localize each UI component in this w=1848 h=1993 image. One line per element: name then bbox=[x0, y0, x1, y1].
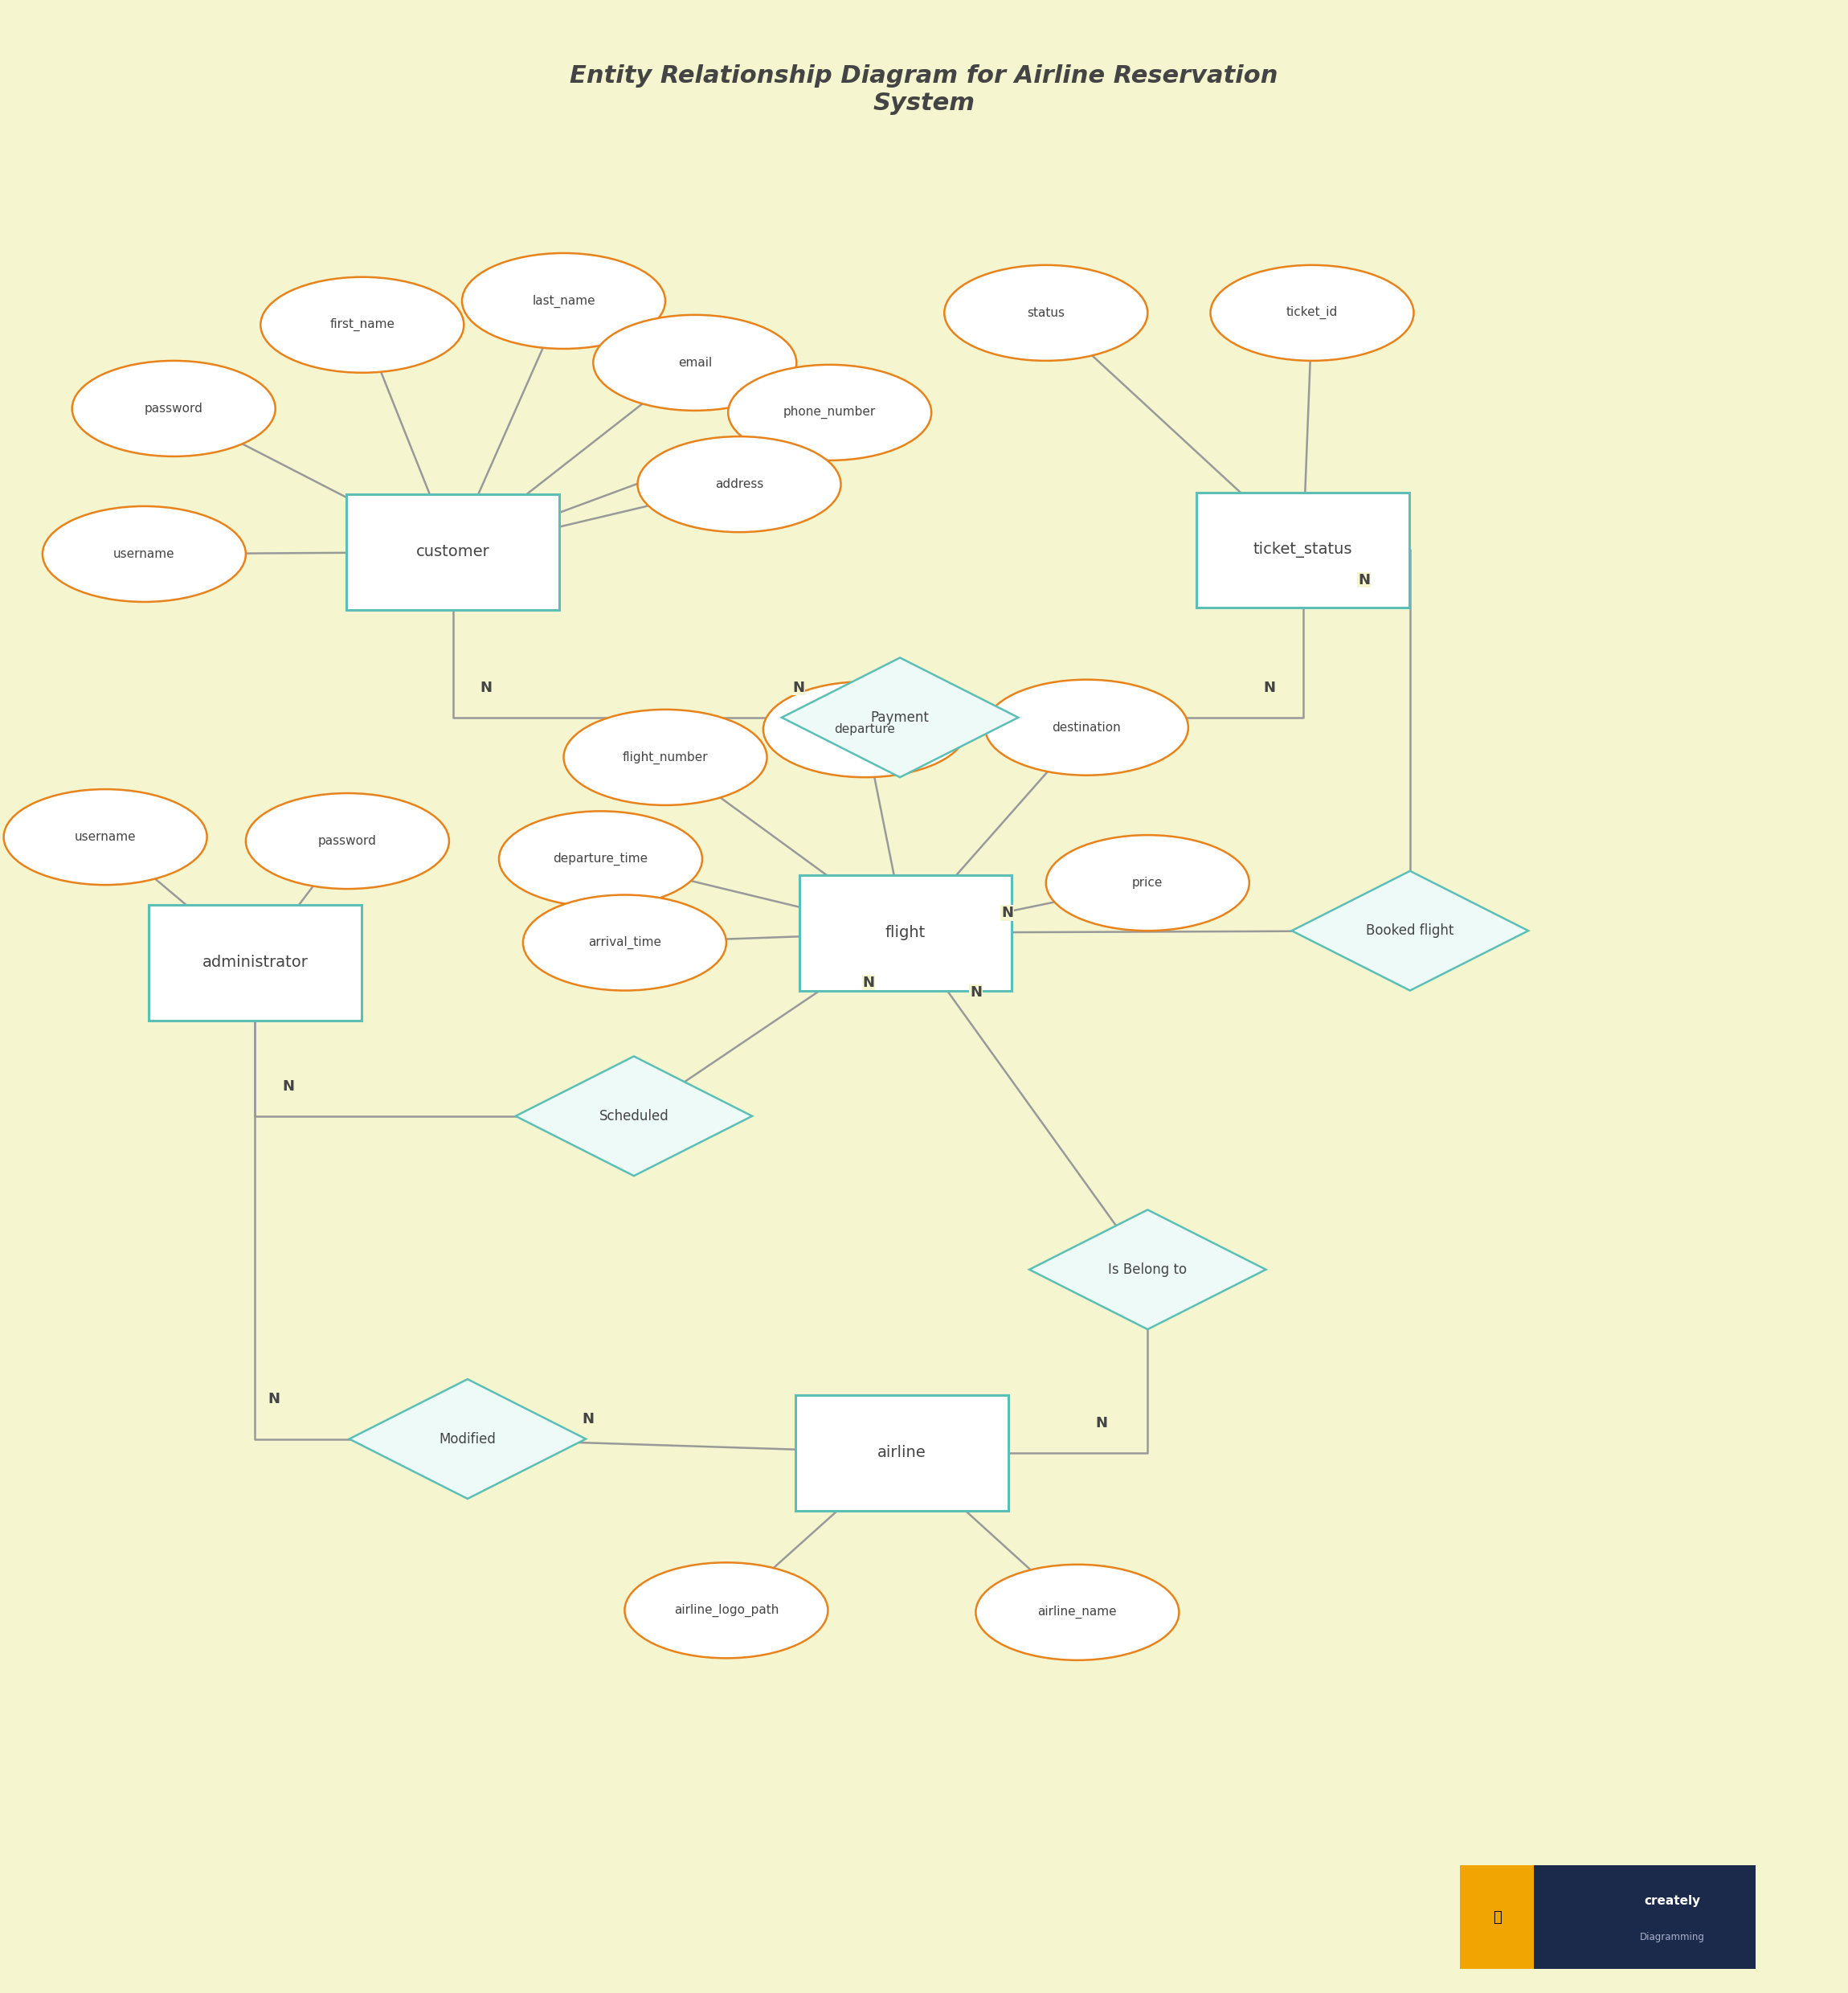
Text: airline_logo_path: airline_logo_path bbox=[675, 1604, 778, 1616]
Text: email: email bbox=[678, 357, 711, 369]
Text: creately: creately bbox=[1645, 1895, 1700, 1907]
Ellipse shape bbox=[638, 436, 841, 532]
Text: N: N bbox=[582, 1411, 593, 1427]
Text: address: address bbox=[715, 478, 763, 490]
FancyBboxPatch shape bbox=[150, 905, 362, 1020]
Text: arrival_time: arrival_time bbox=[588, 937, 662, 949]
Text: N: N bbox=[283, 1078, 294, 1094]
Text: 💡: 💡 bbox=[1493, 1909, 1501, 1925]
Text: Is Belong to: Is Belong to bbox=[1109, 1262, 1186, 1278]
Ellipse shape bbox=[625, 1563, 828, 1658]
Text: Modified: Modified bbox=[440, 1431, 495, 1447]
Ellipse shape bbox=[1046, 835, 1249, 931]
Ellipse shape bbox=[462, 253, 665, 349]
Text: N: N bbox=[970, 985, 981, 1000]
Ellipse shape bbox=[4, 789, 207, 885]
Text: N: N bbox=[268, 1391, 279, 1407]
FancyBboxPatch shape bbox=[1460, 1865, 1756, 1969]
Text: password: password bbox=[144, 403, 203, 415]
Ellipse shape bbox=[72, 361, 275, 456]
Ellipse shape bbox=[564, 710, 767, 805]
Ellipse shape bbox=[261, 277, 464, 373]
Text: flight_number: flight_number bbox=[623, 751, 708, 763]
Text: N: N bbox=[1096, 1415, 1107, 1431]
Text: username: username bbox=[74, 831, 137, 843]
Ellipse shape bbox=[246, 793, 449, 889]
Ellipse shape bbox=[43, 506, 246, 602]
Polygon shape bbox=[349, 1379, 586, 1499]
Text: flight: flight bbox=[885, 925, 926, 941]
FancyBboxPatch shape bbox=[1198, 492, 1410, 608]
Ellipse shape bbox=[593, 315, 796, 411]
Text: price: price bbox=[1133, 877, 1162, 889]
FancyBboxPatch shape bbox=[1460, 1865, 1534, 1969]
Ellipse shape bbox=[523, 895, 726, 991]
Polygon shape bbox=[1029, 1210, 1266, 1329]
Text: destination: destination bbox=[1052, 721, 1122, 733]
Ellipse shape bbox=[985, 680, 1188, 775]
Ellipse shape bbox=[976, 1565, 1179, 1660]
Ellipse shape bbox=[763, 682, 967, 777]
Polygon shape bbox=[782, 658, 1018, 777]
Text: phone_number: phone_number bbox=[784, 407, 876, 419]
Text: Diagramming: Diagramming bbox=[1639, 1931, 1706, 1943]
FancyBboxPatch shape bbox=[795, 1395, 1009, 1511]
Text: departure_time: departure_time bbox=[553, 853, 649, 865]
Text: first_name: first_name bbox=[329, 319, 395, 331]
FancyBboxPatch shape bbox=[798, 875, 1013, 991]
Text: status: status bbox=[1027, 307, 1064, 319]
Text: N: N bbox=[793, 680, 804, 696]
Text: customer: customer bbox=[416, 544, 490, 560]
Text: airline: airline bbox=[878, 1445, 926, 1461]
Text: Payment: Payment bbox=[870, 710, 930, 725]
Text: Scheduled: Scheduled bbox=[599, 1108, 669, 1124]
Text: N: N bbox=[863, 975, 874, 991]
Text: Booked flight: Booked flight bbox=[1366, 923, 1454, 939]
Text: N: N bbox=[1358, 572, 1369, 588]
Text: airline_name: airline_name bbox=[1039, 1606, 1116, 1618]
Text: ticket_id: ticket_id bbox=[1286, 307, 1338, 319]
Ellipse shape bbox=[499, 811, 702, 907]
FancyBboxPatch shape bbox=[347, 494, 558, 610]
Text: N: N bbox=[1264, 680, 1275, 696]
Text: administrator: administrator bbox=[201, 955, 309, 971]
Text: username: username bbox=[113, 548, 176, 560]
Text: N: N bbox=[1002, 905, 1013, 921]
Polygon shape bbox=[1292, 871, 1528, 991]
Text: Entity Relationship Diagram for Airline Reservation
System: Entity Relationship Diagram for Airline … bbox=[569, 64, 1279, 116]
Text: N: N bbox=[480, 680, 492, 696]
Text: departure: departure bbox=[835, 723, 894, 735]
Text: password: password bbox=[318, 835, 377, 847]
Ellipse shape bbox=[944, 265, 1148, 361]
Text: ticket_status: ticket_status bbox=[1253, 542, 1353, 558]
Text: last_name: last_name bbox=[532, 295, 595, 307]
Ellipse shape bbox=[728, 365, 931, 460]
Polygon shape bbox=[516, 1056, 752, 1176]
Ellipse shape bbox=[1210, 265, 1414, 361]
